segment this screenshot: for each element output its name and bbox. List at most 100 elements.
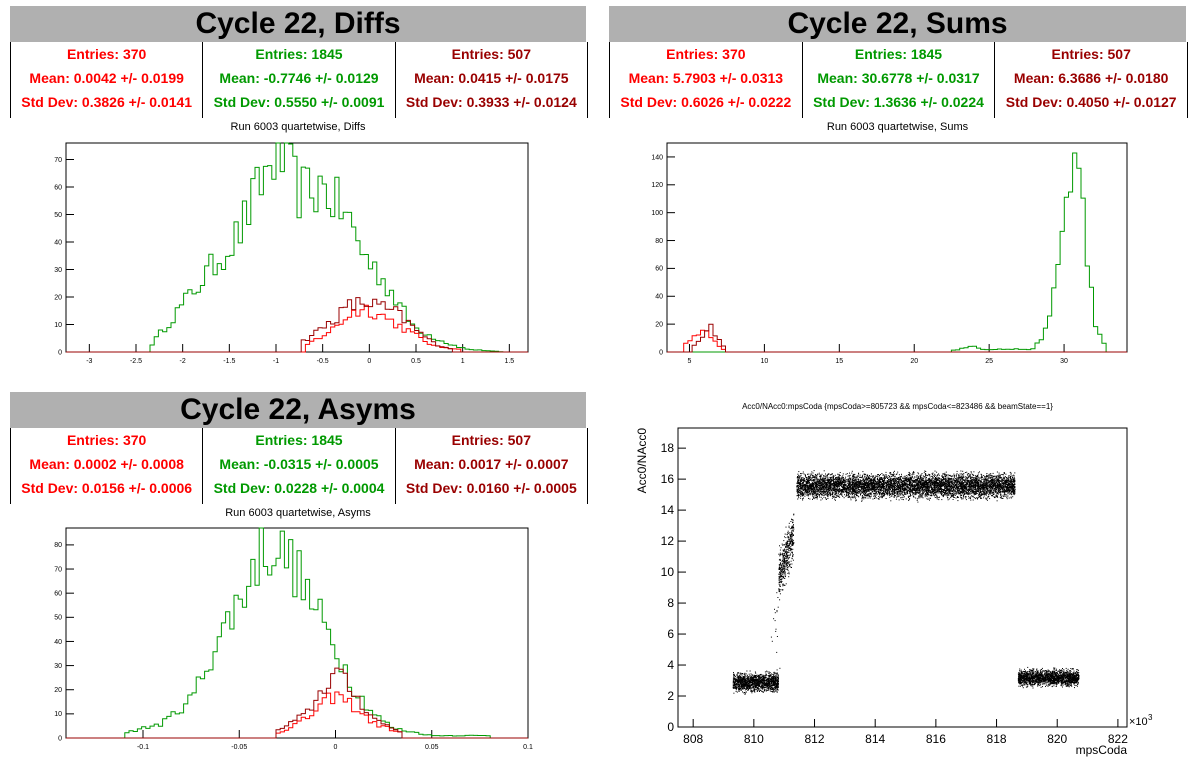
x-tick-label: 0 [367,358,371,365]
scatter-point [783,550,784,552]
scatter-point [807,479,809,481]
scatter-point [814,491,816,493]
scatter-point [754,677,756,678]
scatter-point [765,679,767,681]
scatter-point [774,678,776,680]
scatter-point [979,490,981,491]
scatter-point [988,491,990,493]
scatter-point [772,691,774,693]
scatter-point [745,678,746,680]
scatter-point [850,487,852,489]
scatter-point [973,482,975,484]
scatter-point [854,480,856,481]
scatter-point [773,687,775,689]
scatter-point [788,532,790,534]
scatter-point [778,679,779,681]
scatter-point [850,479,852,480]
scatter-point [1006,488,1008,490]
scatter-point [779,567,781,568]
x-tick-label: 818 [987,732,1007,746]
sums-stat-col-0: Entries: 370 Mean: 5.7903 +/- 0.0313 Std… [610,42,802,118]
scatter-point [769,672,771,673]
scatter-point [899,477,901,479]
scatter-point [814,476,816,478]
scatter-point [916,499,918,501]
scatter-point [775,675,777,676]
scatter-point [790,546,792,548]
scatter-point [919,492,921,494]
scatter-point [848,496,850,498]
scatter-point [1006,491,1008,493]
scatter-point [788,526,790,528]
scatter-point [755,683,757,685]
scatter-point [789,563,791,565]
scatter-point [784,533,786,535]
scatter-point [783,562,784,564]
scatter-point [923,478,925,480]
scatter-point [735,679,737,681]
scatter-point [910,485,911,487]
scatter-point [987,486,989,488]
scatter-point [804,475,806,477]
scatter-point [735,689,737,691]
scatter-point [925,492,927,494]
scatter-point [739,686,741,688]
scatter-point [782,569,784,571]
scatter-point [990,478,992,480]
scatter-point [838,479,840,481]
scatter-point [926,489,928,491]
scatter-point [970,499,972,501]
scatter-point [985,489,987,491]
scatter-point [890,472,892,474]
scatter-point [840,494,842,496]
scatter-point [757,681,759,683]
scatter-point [744,683,746,685]
scatter-point [738,677,740,679]
scatter-point [944,493,946,495]
scatter-point [816,481,818,483]
scatter-point [917,484,919,486]
scatter-point [756,679,758,681]
scatter-point [762,675,764,677]
scatter-point [770,688,772,690]
scatter-point [871,479,873,481]
scatter-point [787,557,789,559]
entries-text: Entries: 507 [451,46,531,62]
scatter-point [760,673,762,675]
scatter-point [935,479,937,481]
scatter-point [739,680,741,682]
scatter-point [970,477,972,479]
scatter-point [764,676,766,678]
scatter-point [741,685,742,686]
asyms-stat-col-2: Entries: 507 Mean: 0.0017 +/- 0.0007 Std… [394,428,587,504]
scatter-point [849,476,851,478]
scatter-point [937,474,939,476]
x-tick-label: -0.1 [137,744,149,751]
scatter-point [978,476,980,478]
scatter-point [744,692,746,694]
scatter-point [1012,490,1014,492]
scatter-point [935,489,937,491]
scatter-point [778,573,780,575]
scatter-point [938,473,940,475]
scatter-point [734,684,736,686]
scatter-point [988,484,990,486]
scatter-point [771,680,773,682]
scatter-point [800,493,801,495]
scatter-point [786,554,787,556]
scatter-point [782,554,783,556]
scatter-point [791,542,793,544]
scatter-point [994,488,996,490]
scatter-point [790,551,792,553]
scatter-point [856,489,857,491]
scatter-point [825,494,827,496]
scatter-point [747,683,749,685]
scatter-point [787,530,789,532]
scatter-point [745,681,747,683]
scatter-point [951,480,953,482]
scatter-point [744,685,746,686]
scatter-point [766,688,768,690]
scatter-point [929,476,931,478]
scatter-point [833,495,835,497]
scatter-point [918,483,920,485]
